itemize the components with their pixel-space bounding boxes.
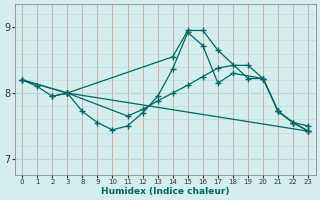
X-axis label: Humidex (Indice chaleur): Humidex (Indice chaleur) bbox=[101, 187, 229, 196]
